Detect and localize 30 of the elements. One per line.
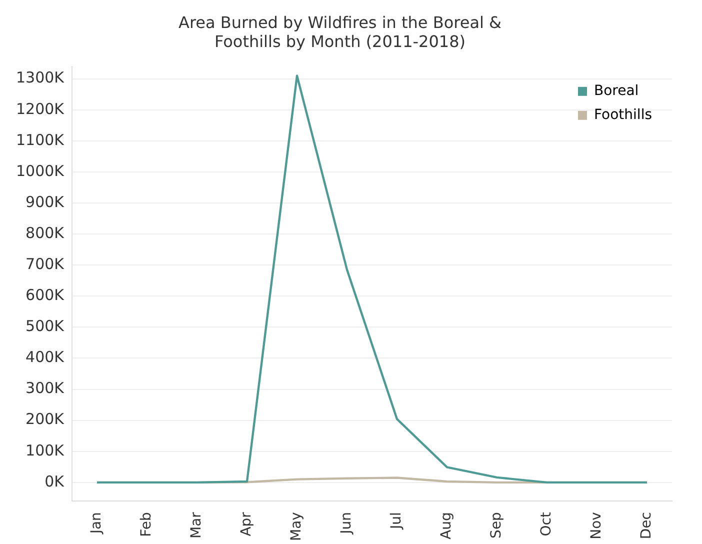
x-tick-label: May (288, 512, 305, 542)
x-tick-label: Apr (238, 512, 255, 536)
y-tick-label: 1000K (16, 162, 66, 180)
y-tick-label: 500K (26, 317, 66, 336)
legend-label: Foothills (594, 107, 652, 124)
x-tick-label: Nov (588, 512, 605, 540)
y-tick-label: 1200K (16, 100, 66, 118)
y-tick-label: 1300K (16, 68, 66, 87)
x-tick-label: Jun (338, 512, 355, 535)
text: Foothills by Month (2011-2018) (214, 32, 466, 51)
x-tick-label: Oct (538, 512, 555, 536)
x-tick-label: Aug (438, 512, 455, 540)
x-tick-label: Sep (488, 512, 505, 538)
x-tick-label: Feb (138, 512, 155, 537)
y-tick-label: 400K (26, 348, 66, 366)
y-tick-label: 200K (26, 410, 66, 428)
x-tick-label: Dec (638, 512, 655, 540)
y-tick-label: 800K (26, 224, 66, 242)
x-tick-label: Jan (88, 512, 105, 535)
y-tick-label: 1100K (16, 130, 66, 149)
legend-label: Boreal (594, 83, 639, 100)
x-tick-label: Mar (188, 512, 205, 538)
y-tick-label: 100K (26, 441, 66, 460)
y-tick-label: 700K (26, 254, 66, 273)
y-tick-label: 0K (44, 472, 66, 490)
text: Area Burned by Wildfires in the Boreal & (178, 12, 502, 32)
y-tick-label: 600K (26, 286, 66, 304)
x-tick-label: Jul (388, 512, 405, 530)
y-tick-label: 300K (26, 379, 66, 398)
y-tick-label: 900K (26, 192, 66, 211)
